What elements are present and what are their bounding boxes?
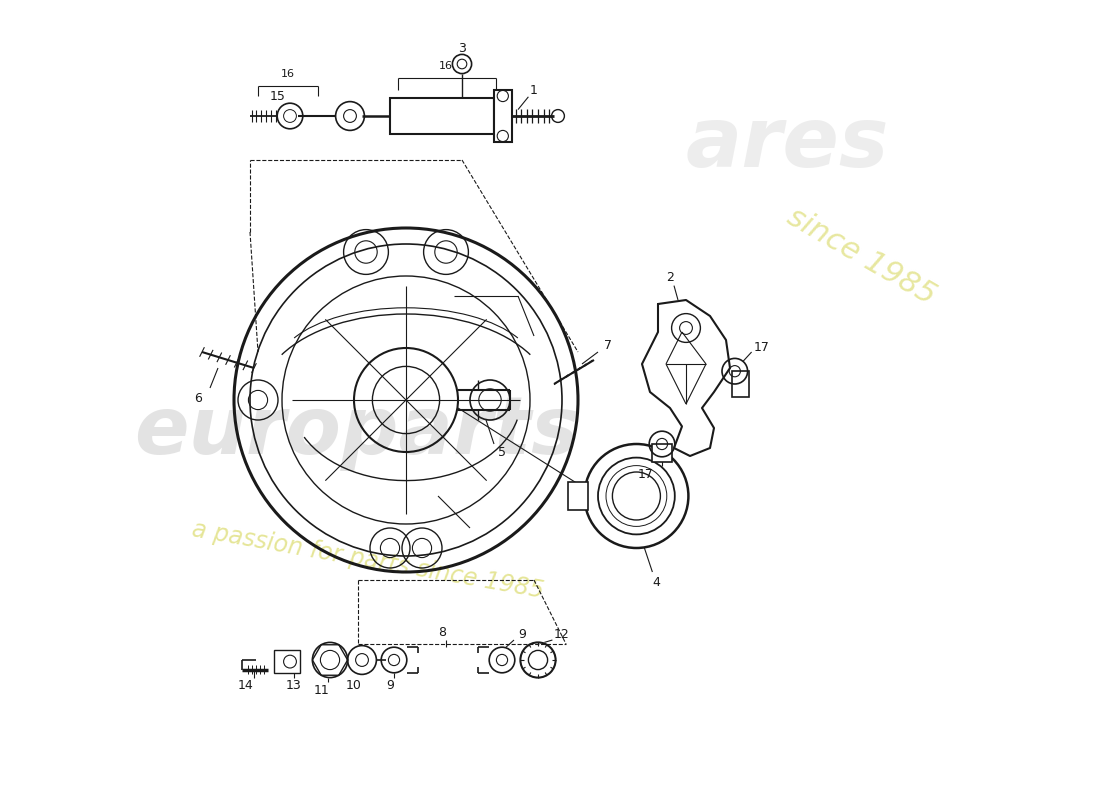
Text: 3: 3	[458, 42, 466, 54]
Text: 14: 14	[238, 679, 254, 692]
Text: 16: 16	[280, 70, 295, 79]
Text: 8: 8	[438, 626, 446, 638]
Text: 4: 4	[652, 576, 660, 589]
FancyBboxPatch shape	[732, 371, 749, 397]
Text: 15: 15	[271, 90, 286, 102]
Text: since 1985: since 1985	[782, 202, 940, 310]
FancyBboxPatch shape	[402, 646, 494, 674]
Text: 13: 13	[286, 679, 301, 692]
Text: europarts: europarts	[134, 393, 579, 471]
Text: ares: ares	[686, 103, 890, 185]
FancyBboxPatch shape	[494, 90, 512, 142]
Text: 16: 16	[439, 62, 453, 71]
Text: 7: 7	[604, 339, 613, 352]
Text: 9: 9	[518, 628, 526, 641]
Text: 6: 6	[194, 392, 202, 405]
Text: 12: 12	[554, 628, 570, 641]
Text: 17: 17	[755, 342, 770, 354]
Text: 10: 10	[346, 679, 362, 692]
FancyBboxPatch shape	[569, 482, 589, 510]
Text: 5: 5	[498, 446, 506, 458]
Text: 17: 17	[638, 468, 653, 481]
FancyBboxPatch shape	[390, 98, 494, 134]
Text: a passion for parts since 1985: a passion for parts since 1985	[190, 517, 546, 603]
Text: 9: 9	[386, 679, 394, 692]
Text: 11: 11	[315, 684, 330, 697]
Text: 1: 1	[530, 84, 538, 97]
FancyBboxPatch shape	[652, 444, 672, 462]
FancyBboxPatch shape	[274, 650, 299, 673]
Text: 2: 2	[667, 271, 674, 284]
